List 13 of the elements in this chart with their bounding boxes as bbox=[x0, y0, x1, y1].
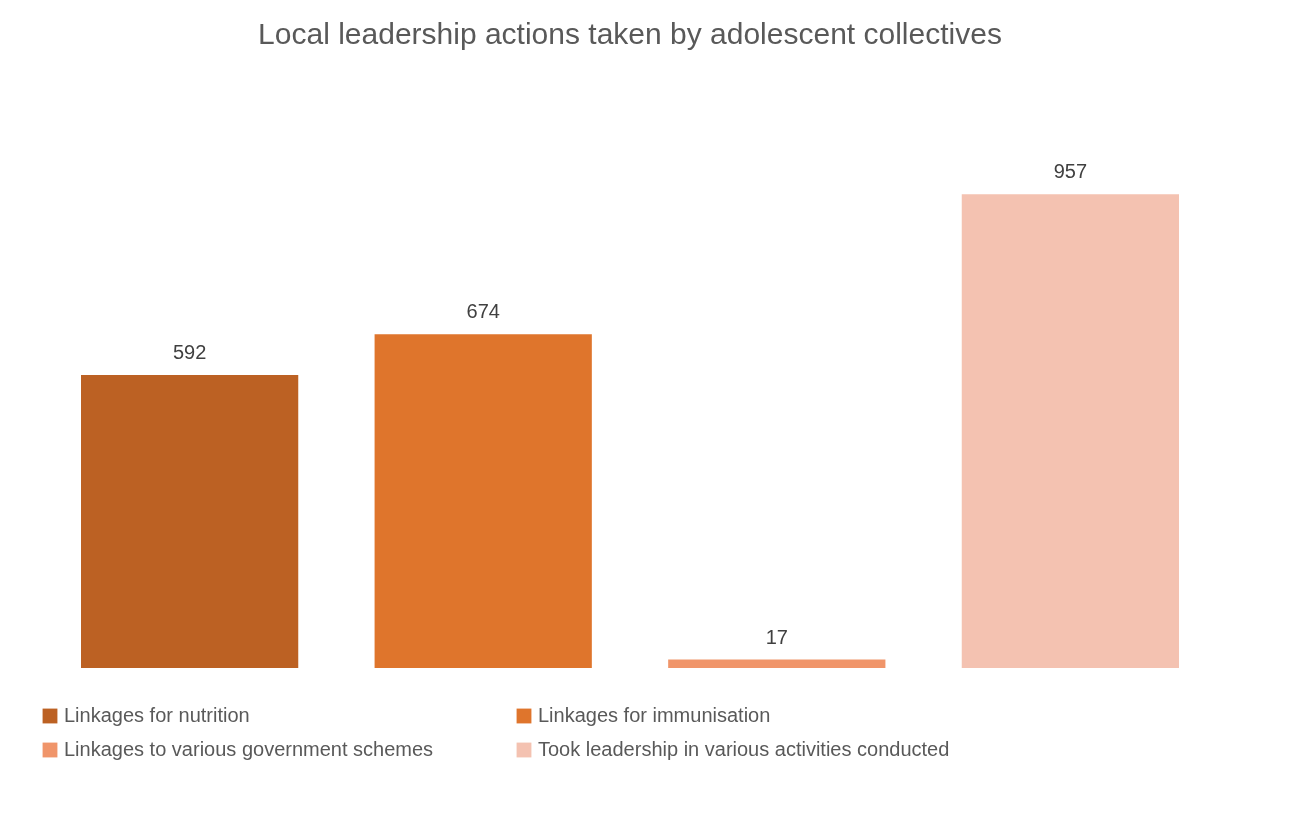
data-label: 957 bbox=[1053, 160, 1088, 183]
legend-label: Linkages for immunisation bbox=[538, 704, 771, 726]
data-label: 17 bbox=[765, 625, 788, 648]
bar bbox=[374, 334, 592, 668]
bar bbox=[81, 374, 299, 668]
legend-label: Linkages for nutrition bbox=[64, 704, 250, 726]
legend-label: Took leadership in various activities conducted bbox=[538, 738, 950, 760]
legend-label: Linkages to various government schemes bbox=[64, 738, 434, 760]
chart-title: Local leadership actions taken by adolescent collectives bbox=[258, 17, 1002, 50]
data-label: 592 bbox=[172, 340, 207, 363]
data-label: 674 bbox=[466, 300, 500, 323]
bar bbox=[961, 194, 1179, 668]
bar bbox=[668, 659, 886, 668]
